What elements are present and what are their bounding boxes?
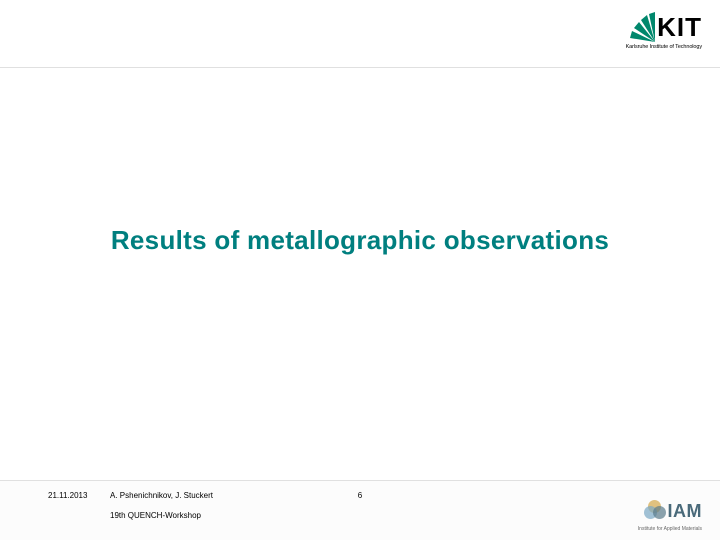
kit-subtitle: Karlsruhe Institute of Technology [626, 44, 702, 50]
footer-date: 21.11.2013 [48, 491, 87, 500]
page-title: Results of metallographic observations [0, 225, 720, 256]
footer-authors: A. Pshenichnikov, J. Stuckert [110, 491, 213, 500]
header: KIT Karlsruhe Institute of Technology [0, 0, 720, 68]
iam-circles-icon [644, 500, 666, 522]
footer-workshop: 19th QUENCH-Workshop [110, 511, 201, 520]
footer: 21.11.2013 A. Pshenichnikov, J. Stuckert… [0, 480, 720, 540]
iam-logo: IAM [644, 500, 703, 522]
iam-subtitle: Institute for Applied Materials [638, 526, 702, 532]
footer-page-number: 6 [358, 491, 362, 500]
iam-logo-text: IAM [668, 501, 703, 522]
kit-logo: KIT [629, 12, 702, 42]
kit-fan-icon [629, 12, 657, 42]
kit-logo-text: KIT [657, 12, 702, 42]
